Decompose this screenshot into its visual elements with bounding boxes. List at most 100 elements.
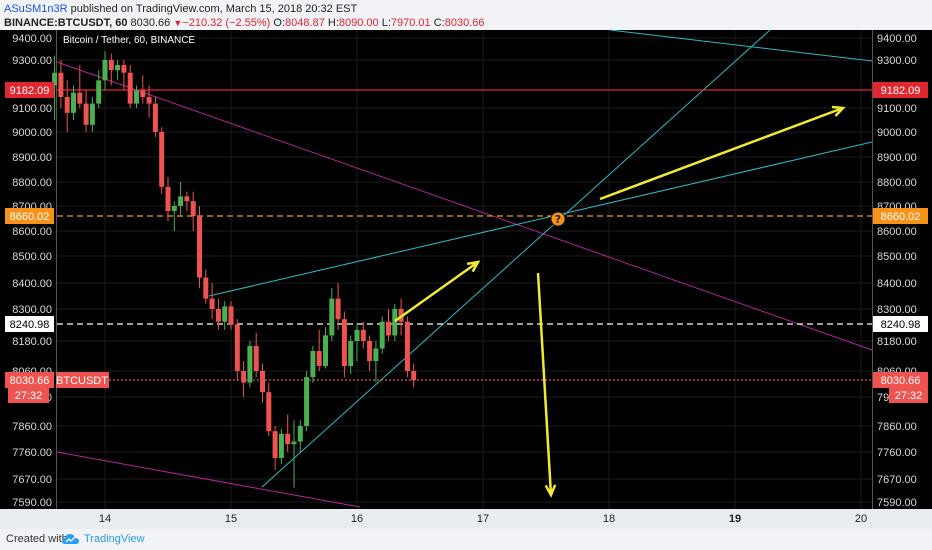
candle-body (152, 103, 158, 132)
y-tick-label-right: 9000.00 (877, 127, 917, 139)
y-tick-label-right: 8600.00 (877, 226, 917, 238)
price-label-box (5, 82, 54, 98)
candles (52, 51, 417, 488)
candle-body (184, 196, 190, 202)
footer: Created with TradingView (0, 529, 932, 550)
yellow-arrow-shaft (394, 260, 479, 323)
candle-body (134, 90, 139, 104)
symbol-header: BINANCE:BTCUSDT, 60 8030.66 ▼−210.32 (−2… (4, 17, 484, 29)
countdown-box (8, 387, 49, 403)
price-label-box (5, 316, 54, 332)
y-tick-label-left: 9300.00 (12, 55, 52, 67)
candle-body (146, 97, 152, 104)
y-tick-label-left: 7590.00 (12, 497, 52, 509)
price-label-text: 9182.09 (881, 85, 921, 97)
candle-body (392, 309, 398, 336)
yellow-arrow-head (831, 105, 846, 117)
y-tick-label-left: 8180.00 (12, 336, 52, 348)
price-label-text: 8240.98 (881, 319, 921, 331)
countdown-box (889, 387, 928, 403)
price-label-text: 8660.02 (10, 211, 50, 223)
price-label-text: 8240.98 (10, 319, 50, 331)
price-label-text: 9182.09 (10, 85, 50, 97)
candle-body (354, 329, 360, 341)
candle-body (329, 298, 335, 336)
ohlc-low-label: L: (381, 17, 391, 29)
y-tick-label-right: 7760.00 (877, 447, 917, 459)
yellow-arrow-head (466, 260, 481, 273)
candle-body (52, 72, 58, 86)
symbol-tag: BTCUSDT (56, 375, 108, 387)
price-change: −210.32 (−2.55%) (182, 17, 271, 29)
y-tick-label-left: 8500.00 (12, 251, 52, 263)
candle-body (127, 72, 133, 104)
candle-body (121, 65, 127, 73)
candle-body (278, 433, 284, 458)
price-label-box (5, 372, 54, 388)
y-tick-label-left: 8400.00 (12, 278, 52, 290)
candle-body (58, 72, 64, 98)
candle-body (247, 346, 253, 383)
candle-body (165, 186, 171, 212)
ohlc-low: 7970.01 (390, 17, 431, 29)
ohlc-close-label: C: (433, 17, 445, 29)
candle-body (323, 335, 328, 366)
ohlc-open: 8048.87 (285, 17, 325, 29)
candle-body (316, 351, 322, 366)
candle-body (335, 298, 341, 320)
yellow-arrow-shaft (536, 272, 553, 496)
right-price-scale (872, 30, 932, 509)
price-label-box (873, 82, 928, 98)
x-tick-label: 18 (603, 513, 615, 525)
y-tick-label-left: 7670.00 (12, 474, 52, 486)
chart-title: Bitcoin / Tether, 60, BINANCE (63, 35, 195, 46)
y-tick-label-left: 8300.00 (12, 304, 52, 316)
candle-body (209, 298, 215, 309)
candle-body (310, 351, 316, 378)
candle-body (215, 309, 221, 322)
candle-body (348, 341, 354, 366)
candle-body (241, 371, 247, 383)
price-label-text: 8030.66 (10, 375, 50, 387)
candle-body (291, 441, 297, 445)
candle-body (260, 371, 265, 393)
plot-area (57, 30, 872, 509)
candle-body (386, 321, 391, 336)
question-marker[interactable]: ? (550, 211, 566, 227)
x-tick-label: 16 (351, 513, 363, 525)
left-price-scale (0, 30, 57, 509)
cyan-line-top (609, 29, 873, 62)
y-tick-label-right: 9300.00 (877, 55, 917, 67)
symbol-label: BINANCE:BTCUSDT, 60 (4, 17, 128, 29)
price-chart[interactable]: 9400.00 9400.00 9300.00 9300.00 9100.00 9100.… (0, 0, 932, 529)
candle-body (272, 431, 278, 458)
price-label-text: 8660.02 (881, 211, 921, 223)
y-tick-label-left: 9400.00 (12, 33, 52, 45)
candle-body (140, 90, 146, 98)
candle-body (77, 92, 83, 104)
candle-body (304, 377, 310, 426)
publish-header: ASuSM1n3R published on TradingView.com, … (4, 3, 357, 15)
projection-arrows (394, 105, 846, 498)
x-tick-label: 15 (225, 513, 237, 525)
price-label-text: 8030.66 (881, 375, 921, 387)
magenta-trendline-lower (56, 451, 361, 508)
yellow-arrow-shaft (599, 106, 844, 201)
tradingview-link[interactable]: TradingView (84, 533, 145, 545)
published-text: published on TradingView.com, March 15, … (70, 3, 358, 15)
y-tick-label-right: 9400.00 (877, 33, 917, 45)
created-with-label: Created with (6, 533, 68, 545)
candle-body (89, 103, 95, 125)
y-tick-label-left: 8900.00 (12, 152, 52, 164)
y-tick-label-left: 8800.00 (12, 177, 52, 189)
countdown-label: 27:32 (15, 390, 43, 402)
ohlc-high: 8090.00 (338, 17, 379, 29)
candle-body (367, 341, 373, 361)
y-tick-label-left: 7860.00 (12, 421, 52, 433)
candle-body (83, 103, 89, 125)
time-scale (0, 509, 932, 529)
y-tick-label-right: 7670.00 (877, 474, 917, 486)
candle-body (297, 426, 303, 442)
candle-body (285, 433, 291, 445)
author-link[interactable]: ASuSM1n3R (4, 3, 68, 15)
